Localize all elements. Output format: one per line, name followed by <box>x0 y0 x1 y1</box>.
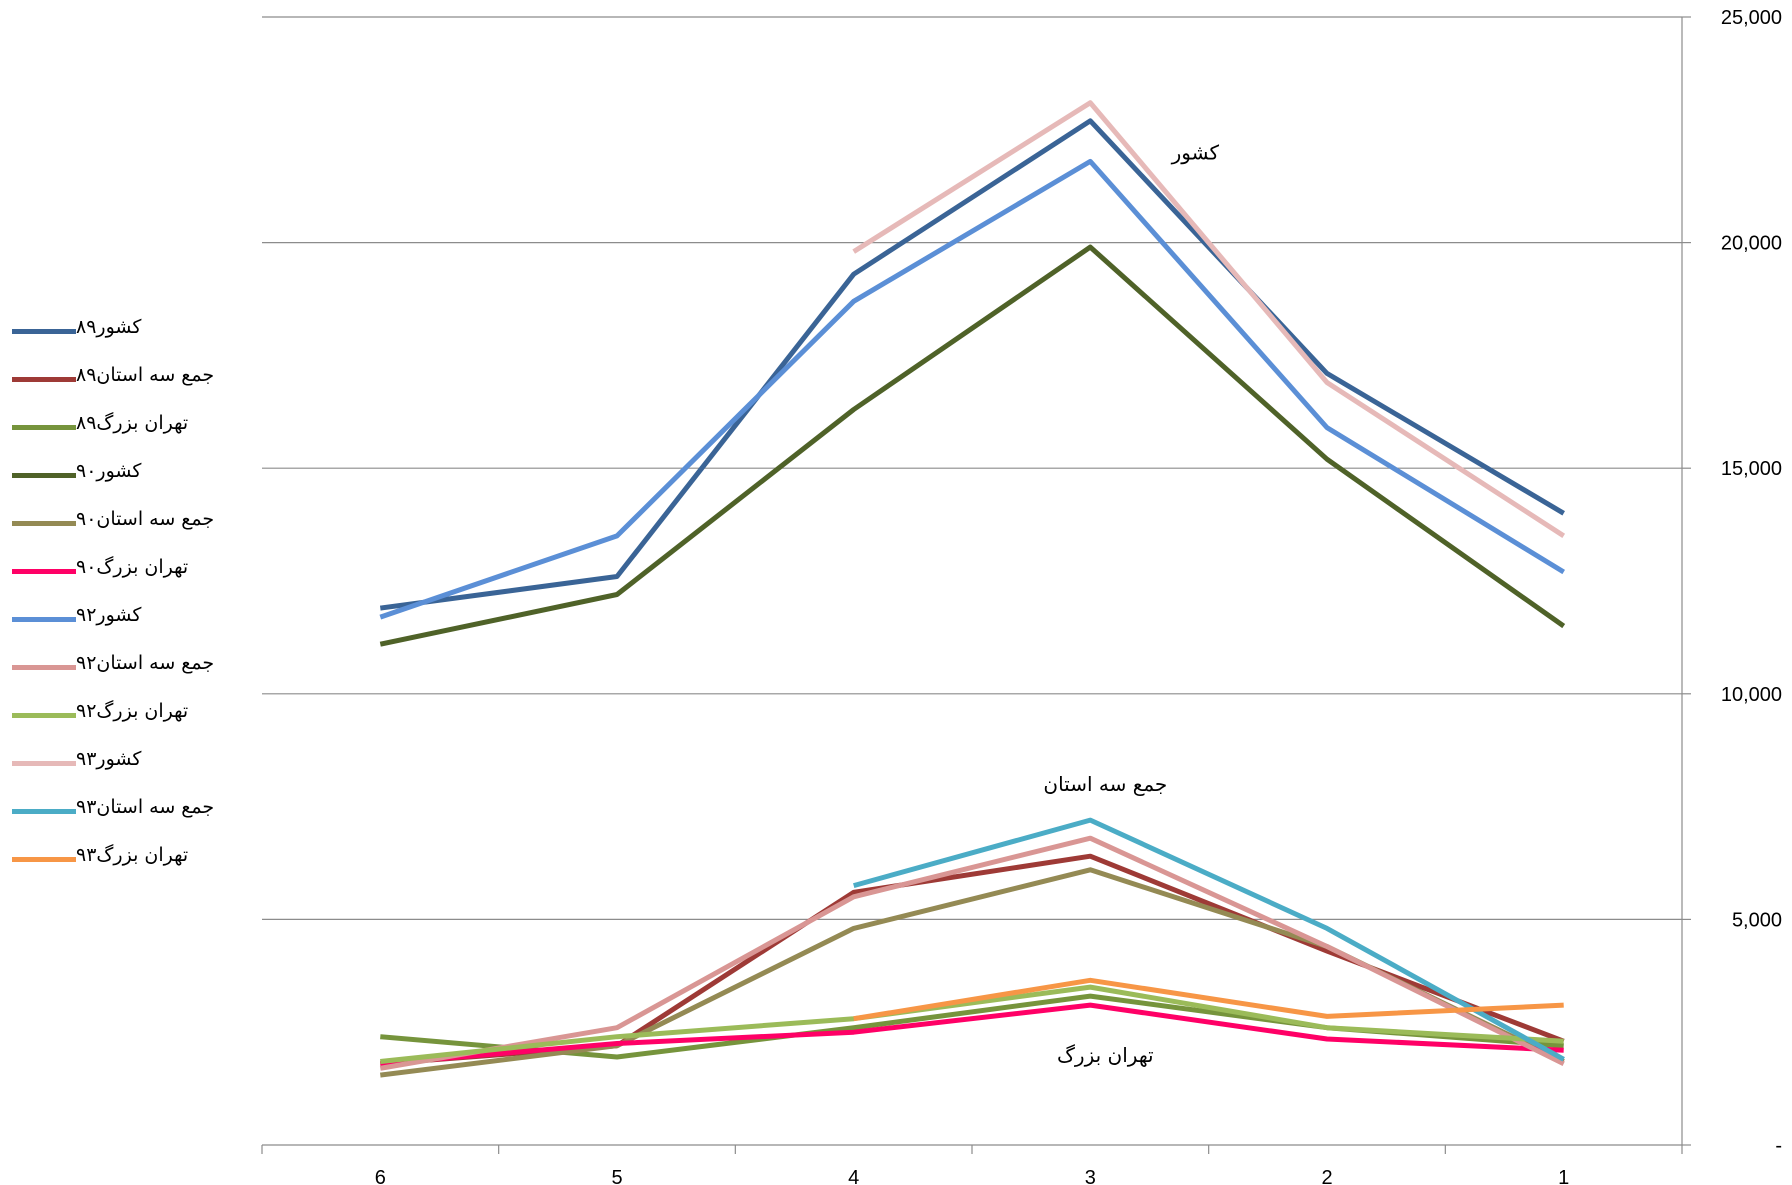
y-tick-label: 15,000 <box>1721 458 1782 480</box>
axes <box>261 16 1691 1154</box>
x-tick-label: 1 <box>1558 1167 1569 1185</box>
legend-item: تهران بزرگ۹۲ <box>12 694 252 742</box>
legend-label: جمع سه استان۹۰ <box>76 508 215 530</box>
legend-item: تهران بزرگ۹۳ <box>12 838 252 886</box>
annotation-label: تهران بزرگ <box>1057 1043 1154 1067</box>
legend-item: تهران بزرگ۹۰ <box>12 550 252 598</box>
y-tick-label: 20,000 <box>1721 233 1782 255</box>
legend-label: جمع سه استان۸۹ <box>76 364 215 386</box>
series-lines <box>379 100 1566 1078</box>
x-tick-label: 3 <box>1085 1167 1096 1185</box>
legend-swatch <box>12 473 76 478</box>
annotations: کشور جمع سه استان تهران بزرگ <box>1043 140 1219 1066</box>
legend-item: تهران بزرگ۸۹ <box>12 406 252 454</box>
x-tick-labels: 6 5 4 3 2 1 <box>375 1167 1569 1185</box>
legend-swatch <box>12 569 76 574</box>
series-line <box>380 1002 1564 1067</box>
legend-label: جمع سه استان۹۲ <box>76 652 215 674</box>
legend-item: کشور۹۳ <box>12 742 252 790</box>
y-tick-label: 25,000 <box>1721 7 1782 29</box>
legend-label: کشور۹۳ <box>76 748 142 770</box>
series-line <box>380 984 1564 1064</box>
series-line <box>853 977 1564 1022</box>
legend-swatch <box>12 761 76 766</box>
x-tick-label: 2 <box>1321 1167 1332 1185</box>
legend-swatch <box>12 425 76 430</box>
series-line <box>853 817 1565 1062</box>
y-tick-label: 5,000 <box>1732 909 1782 931</box>
legend-item: کشور۹۲ <box>12 598 252 646</box>
legend: کشور۸۹ جمع سه استان۸۹ تهران بزرگ۸۹ کشور۹۰ جم… <box>12 310 252 886</box>
series-line <box>379 118 1565 611</box>
gridlines <box>262 16 1682 921</box>
annotation-label: کشور <box>1171 140 1220 164</box>
legend-item: جمع سه استان۹۰ <box>12 502 252 550</box>
legend-label: جمع سه استان۹۳ <box>76 796 215 818</box>
series-line <box>379 835 1565 1071</box>
legend-item: کشور۹۰ <box>12 454 252 502</box>
legend-label: تهران بزرگ۸۹ <box>76 412 189 434</box>
legend-swatch <box>12 857 76 862</box>
series-line <box>852 100 1566 538</box>
x-tick-label: 5 <box>611 1167 622 1185</box>
legend-swatch <box>12 713 76 718</box>
annotation-label: جمع سه استان <box>1043 772 1167 796</box>
legend-label: کشور۹۰ <box>76 460 142 482</box>
y-tick-labels: - 5,000 10,000 15,000 20,000 25,000 <box>1721 7 1782 1157</box>
series-line <box>379 244 1566 647</box>
legend-item: جمع سه استان۹۳ <box>12 790 252 838</box>
legend-label: کشور۹۲ <box>76 604 142 626</box>
y-tick-label: 10,000 <box>1721 684 1782 706</box>
legend-label: تهران بزرگ۹۳ <box>76 844 189 866</box>
series-line <box>379 158 1566 620</box>
x-tick-label: 6 <box>375 1167 386 1185</box>
x-tick-label: 4 <box>848 1167 859 1185</box>
legend-item: کشور۸۹ <box>12 310 252 358</box>
y-tick-label: - <box>1775 1135 1782 1157</box>
legend-label: تهران بزرگ۹۰ <box>76 556 189 578</box>
legend-swatch <box>12 809 76 814</box>
legend-label: کشور۸۹ <box>76 316 142 338</box>
legend-item: جمع سه استان۹۲ <box>12 646 252 694</box>
legend-swatch <box>12 521 76 526</box>
legend-swatch <box>12 617 76 622</box>
legend-swatch <box>12 329 76 334</box>
legend-item: جمع سه استان۸۹ <box>12 358 252 406</box>
legend-swatch <box>12 377 76 382</box>
legend-label: تهران بزرگ۹۲ <box>76 700 189 722</box>
legend-swatch <box>12 665 76 670</box>
